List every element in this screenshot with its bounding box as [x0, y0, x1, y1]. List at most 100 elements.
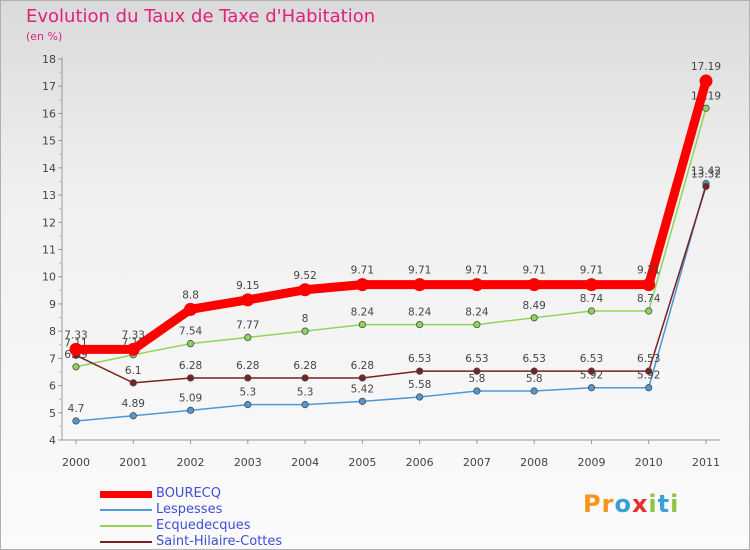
series-line-lespesses: [75, 183, 707, 422]
data-label-lespesses: 5.42: [351, 383, 374, 395]
data-point-bourecq: [355, 278, 369, 292]
data-point-saint-hilaire-cottes: [587, 367, 596, 375]
data-label-bourecq: 7.33: [64, 329, 87, 341]
y-tick-label: 6: [49, 380, 56, 393]
data-point-saint-hilaire-cottes: [645, 367, 653, 375]
legend: BOURECQ Lespesses Ecquedecques Saint-Hil…: [100, 486, 360, 550]
data-label-bourecq: 9.71: [408, 265, 431, 277]
series-line-saint-hilaire-cottes: [75, 186, 707, 384]
chart-title: Evolution du Taux de Taxe d'Habitation: [26, 6, 376, 27]
data-point-saint-hilaire-cottes: [416, 367, 424, 375]
legend-label-ecquedecques: Ecquedecques: [156, 518, 251, 533]
data-point-lespesses: [72, 417, 80, 425]
data-label-bourecq: 9.52: [293, 270, 316, 282]
proxiti-logo: Proxiti: [583, 490, 680, 518]
x-tick-label: 2005: [348, 456, 376, 469]
legend-label-lespesses: Lespesses: [156, 502, 223, 517]
data-point-bourecq: [69, 342, 83, 356]
data-label-bourecq: 8.8: [182, 289, 199, 301]
x-tick-label: 2007: [463, 456, 491, 469]
data-label-ecquedecques: 8.24: [408, 307, 432, 319]
y-tick-label: 9: [49, 298, 56, 311]
data-label-lespesses: 5.92: [580, 370, 603, 382]
series-line-bourecq: [76, 79, 711, 354]
x-tick-label: 2010: [635, 456, 663, 469]
data-point-ecquedecques: [301, 327, 309, 335]
data-point-saint-hilaire-cottes: [244, 374, 252, 382]
data-label-saint-hilaire-cottes: 6.53: [580, 353, 603, 365]
data-label-saint-hilaire-cottes: 6.53: [408, 353, 431, 365]
x-tick-label: 2001: [119, 456, 147, 469]
data-point-ecquedecques: [645, 307, 653, 315]
data-label-ecquedecques: 8.74: [637, 293, 661, 305]
data-point-bourecq: [413, 278, 427, 292]
data-point-ecquedecques: [702, 104, 710, 112]
data-point-bourecq: [470, 278, 484, 292]
data-label-ecquedecques: 8: [302, 313, 309, 325]
data-label-saint-hilaire-cottes: 13.32: [691, 168, 721, 180]
data-point-bourecq: [184, 302, 198, 316]
data-point-ecquedecques: [587, 307, 596, 315]
data-point-saint-hilaire-cottes: [186, 374, 195, 382]
data-point-bourecq: [584, 278, 598, 292]
data-point-saint-hilaire-cottes: [530, 367, 538, 375]
data-label-ecquedecques: 7.54: [179, 326, 203, 338]
data-point-ecquedecques: [186, 340, 195, 348]
data-label-saint-hilaire-cottes: 6.53: [637, 353, 660, 365]
data-label-lespesses: 5.8: [469, 373, 486, 385]
legend-swatch-bourecq: [100, 491, 152, 498]
data-point-ecquedecques: [72, 363, 80, 371]
x-tick-label: 2011: [692, 456, 720, 469]
data-point-lespesses: [416, 393, 424, 401]
data-point-saint-hilaire-cottes: [358, 374, 366, 382]
data-point-bourecq: [642, 278, 656, 292]
data-label-ecquedecques: 8.24: [465, 307, 489, 319]
y-tick-label: 8: [49, 325, 56, 338]
data-label-saint-hilaire-cottes: 6.28: [236, 360, 259, 372]
y-tick-label: 13: [42, 189, 56, 202]
data-label-saint-hilaire-cottes: 6.28: [293, 360, 316, 372]
legend-item-bourecq: BOURECQ: [100, 486, 360, 502]
data-label-saint-hilaire-cottes: 6.28: [351, 360, 374, 372]
data-label-bourecq: 7.33: [122, 329, 145, 341]
data-label-bourecq: 9.71: [351, 265, 374, 277]
data-point-saint-hilaire-cottes: [702, 182, 710, 190]
data-label-lespesses: 5.92: [637, 370, 660, 382]
data-point-bourecq: [241, 293, 255, 307]
series-line-ecquedecques: [75, 108, 707, 368]
legend-label-saint-hilaire-cottes: Saint-Hilaire-Cottes: [156, 534, 283, 549]
data-label-lespesses: 5.3: [239, 387, 256, 399]
legend-item-saint-hilaire-cottes: Saint-Hilaire-Cottes: [100, 534, 360, 550]
data-label-lespesses: 5.3: [297, 387, 314, 399]
chart-subtitle: (en %): [26, 30, 63, 43]
data-point-saint-hilaire-cottes: [301, 374, 309, 382]
data-point-lespesses: [645, 384, 653, 392]
data-point-bourecq: [126, 342, 140, 356]
data-point-ecquedecques: [358, 321, 366, 329]
data-point-lespesses: [244, 401, 252, 409]
data-point-saint-hilaire-cottes: [129, 379, 137, 387]
data-label-ecquedecques: 7.77: [236, 319, 259, 331]
x-tick-label: 2004: [291, 456, 319, 469]
data-point-lespesses: [358, 397, 366, 405]
data-point-ecquedecques: [473, 321, 481, 329]
data-label-ecquedecques: 8.24: [351, 307, 375, 319]
x-tick-label: 2006: [406, 456, 434, 469]
y-tick-label: 12: [42, 216, 56, 229]
y-tick-label: 17: [42, 80, 56, 93]
data-point-lespesses: [129, 412, 137, 420]
y-tick-label: 10: [42, 271, 56, 284]
x-tick-label: 2002: [177, 456, 205, 469]
x-tick-label: 2003: [234, 456, 262, 469]
y-tick-label: 14: [42, 162, 56, 175]
data-label-lespesses: 4.7: [68, 403, 85, 415]
y-tick-label: 4: [49, 434, 56, 447]
data-label-bourecq: 9.71: [465, 265, 488, 277]
data-point-ecquedecques: [416, 321, 424, 329]
y-tick-label: 15: [42, 135, 56, 148]
x-tick-label: 2008: [520, 456, 548, 469]
legend-item-lespesses: Lespesses: [100, 502, 360, 518]
data-label-bourecq: 9.71: [637, 265, 660, 277]
legend-swatch-lespesses: [100, 509, 152, 511]
